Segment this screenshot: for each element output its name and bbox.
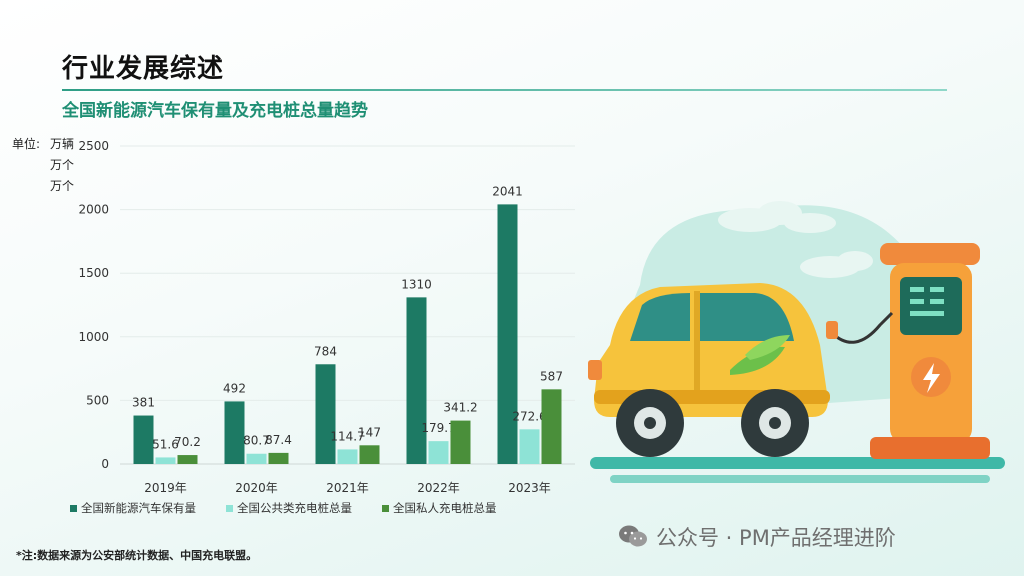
cloud-icon [800, 251, 873, 278]
bar-series-1 [406, 297, 427, 464]
data-label: 87.4 [265, 433, 292, 447]
data-label: 179.7 [421, 421, 455, 435]
legend-swatch-series-3 [382, 504, 389, 512]
bar-series-2 [337, 449, 358, 464]
title-divider [62, 89, 947, 91]
road [590, 457, 1005, 469]
data-label: 341.2 [443, 401, 477, 415]
x-tick-label: 2019年 [144, 481, 187, 495]
data-label: 784 [314, 344, 337, 358]
bar-series-2 [519, 429, 540, 464]
bar-series-2 [155, 457, 176, 464]
unit-block: 单位: 万辆 万个 万个 [12, 134, 74, 197]
ev-car-charging-illustration [588, 201, 1005, 483]
bar-series-1 [224, 401, 245, 464]
charging-station-icon [870, 243, 990, 459]
legend-item-series-3: 全国私人充电桩总量 [382, 500, 497, 516]
data-label: 114.7 [330, 429, 364, 443]
data-label: 492 [223, 381, 246, 395]
legend-swatch-series-1 [70, 504, 77, 512]
legend-item-series-2: 全国公共类充电桩总量 [226, 500, 352, 516]
data-label: 147 [358, 425, 381, 439]
data-label: 381 [132, 396, 155, 410]
data-label: 70.2 [174, 435, 201, 449]
bar-series-2 [428, 441, 449, 464]
x-tick-label: 2022年 [417, 481, 460, 495]
bar-series-3 [359, 445, 380, 464]
bar-series-3 [450, 420, 471, 464]
data-label: 51.6 [152, 437, 179, 451]
electric-car-icon [588, 283, 830, 457]
unit-line-2: 万个 [50, 158, 75, 172]
page-title: 行业发展综述 [62, 54, 225, 84]
legend-label-series-3: 全国私人充电桩总量 [393, 501, 497, 515]
chart-legend: 全国新能源汽车保有量 全国公共类充电桩总量 全国私人充电桩总量 [70, 499, 527, 517]
legend-label-series-1: 全国新能源汽车保有量 [81, 501, 196, 515]
bar-series-1 [133, 415, 154, 464]
x-tick-label: 2021年 [326, 481, 369, 495]
bar-chart: 0 500 1000 1500 2000 2500 381 51.670.2 2019年 492 8… [78, 139, 575, 495]
data-label: 80.7 [243, 434, 270, 448]
data-label: 587 [540, 369, 563, 383]
charging-plug [826, 321, 838, 339]
legend-swatch-series-2 [226, 504, 233, 512]
wechat-icon [619, 525, 647, 547]
road-shadow [610, 475, 990, 483]
legend-item-series-1: 全国新能源汽车保有量 [70, 500, 196, 516]
unit-line-1: 万辆 [50, 137, 75, 151]
source-note: *注:数据来源为公安部统计数据、中国充电联盟。 [16, 549, 258, 562]
y-tick-label: 500 [86, 393, 109, 407]
bar-series-1 [315, 364, 336, 464]
chart-subtitle: 全国新能源汽车保有量及充电桩总量趋势 [62, 101, 368, 121]
bar-series-2 [246, 453, 267, 464]
bar-series-3 [177, 455, 198, 464]
unit-label: 单位: [12, 137, 41, 151]
data-label: 272.6 [512, 409, 546, 423]
watermark-text: 公众号 · PM产品经理进阶 [656, 526, 896, 550]
bar-series-3 [268, 452, 289, 464]
x-tick-label: 2023年 [508, 481, 551, 495]
watermark: 公众号 · PM产品经理进阶 [618, 522, 896, 552]
y-tick-label: 2000 [78, 203, 109, 217]
x-tick-label: 2020年 [235, 481, 278, 495]
cloud-icon [718, 201, 836, 233]
unit-line-3: 万个 [50, 179, 75, 193]
y-tick-label: 1500 [78, 266, 109, 280]
data-label: 2041 [492, 184, 523, 198]
y-tick-label: 1000 [78, 330, 109, 344]
legend-label-series-2: 全国公共类充电桩总量 [237, 501, 352, 515]
bar-series-3 [541, 389, 562, 464]
y-tick-label: 0 [101, 457, 109, 471]
data-label: 1310 [401, 277, 432, 291]
bar-series-1 [497, 204, 518, 464]
y-tick-label: 2500 [78, 139, 109, 153]
